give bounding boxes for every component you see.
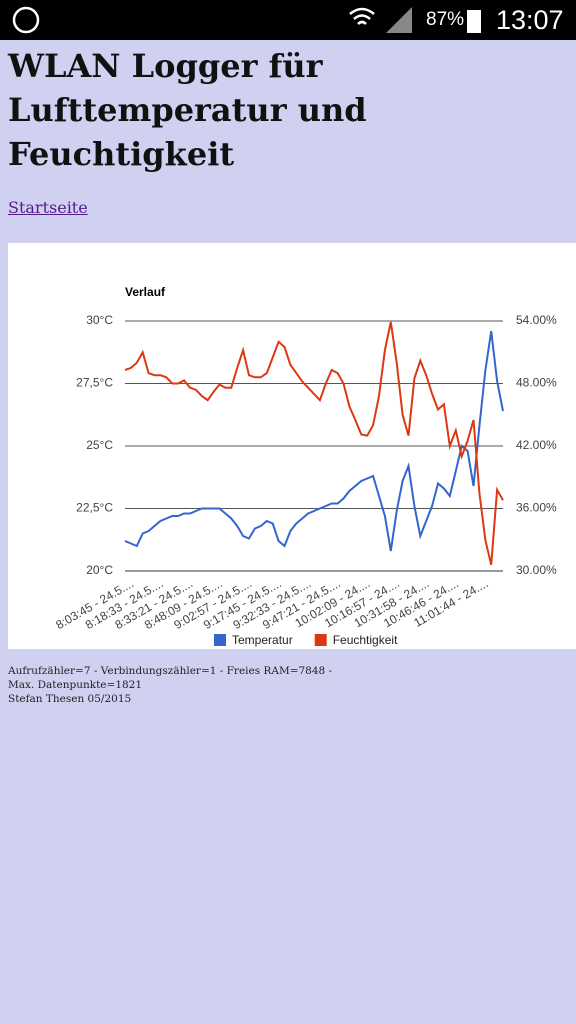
y2-tick-label: 54.00% bbox=[516, 313, 557, 327]
chart: Verlauf 20°C 22,5°C 25°C 27,5°C 30°C 30.00% 36… bbox=[8, 243, 576, 649]
signal-icon bbox=[386, 7, 412, 33]
chart-title: Verlauf bbox=[125, 285, 166, 299]
y-tick-label: 22,5°C bbox=[76, 501, 113, 515]
page-title: WLAN Logger für Lufttemperatur und Feuch… bbox=[8, 47, 367, 173]
home-link[interactable]: Startseite bbox=[8, 198, 88, 217]
legend-label: Temperatur bbox=[232, 633, 293, 647]
wifi-icon bbox=[349, 7, 375, 25]
status-icons bbox=[12, 6, 481, 34]
y-tick-label: 27,5°C bbox=[76, 376, 113, 390]
y-tick-label: 20°C bbox=[86, 563, 113, 577]
status-bar: 87% 13:07 bbox=[0, 0, 576, 40]
y2-tick-label: 42.00% bbox=[516, 438, 557, 452]
battery-level: 87% bbox=[426, 9, 465, 30]
footer: Aufrufzähler=7 - Verbindungszähler=1 - F… bbox=[8, 664, 348, 706]
legend-swatch bbox=[314, 634, 327, 646]
series-line bbox=[124, 330, 504, 552]
battery-icon bbox=[467, 10, 481, 33]
y2-tick-label: 48.00% bbox=[516, 376, 557, 390]
footer-author: Stefan Thesen 05/2015 bbox=[8, 693, 132, 705]
whatsapp-icon bbox=[12, 6, 40, 34]
y2-tick-label: 36.00% bbox=[516, 501, 557, 515]
series-line bbox=[124, 321, 504, 566]
y-tick-label: 25°C bbox=[86, 438, 113, 452]
footer-info: Aufrufzähler=7 - Verbindungszähler=1 - F… bbox=[8, 665, 333, 691]
clock: 13:07 bbox=[496, 5, 564, 35]
y-tick-label: 30°C bbox=[86, 313, 113, 327]
legend-swatch bbox=[214, 634, 226, 646]
legend-label: Feuchtigkeit bbox=[333, 633, 398, 647]
y2-tick-label: 30.00% bbox=[516, 563, 557, 577]
